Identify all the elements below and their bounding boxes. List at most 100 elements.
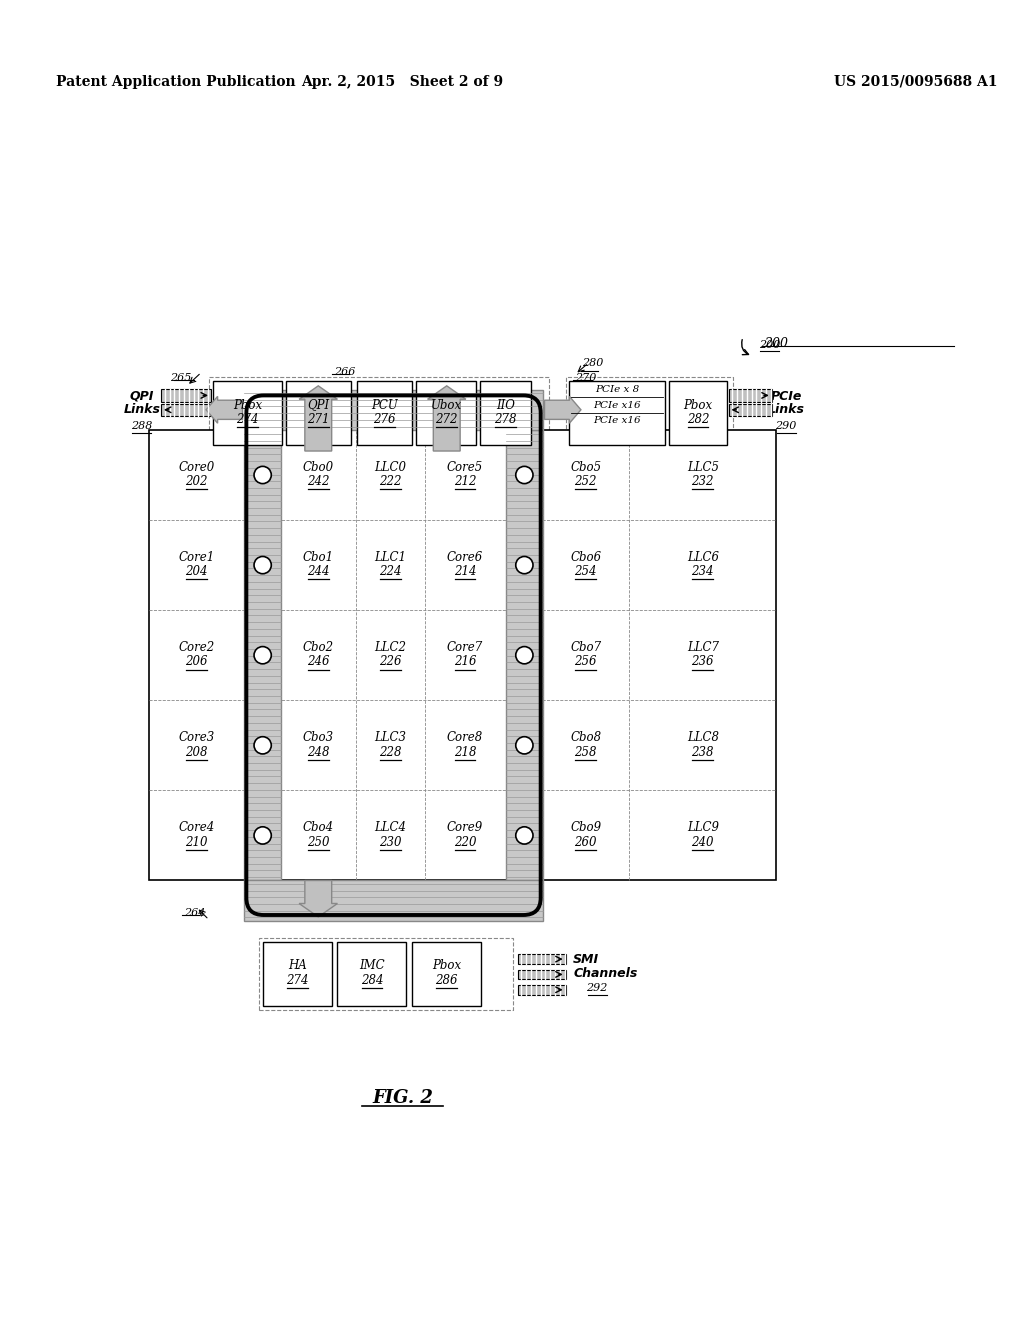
Text: 284: 284	[360, 974, 383, 986]
Bar	[416, 381, 476, 445]
Text: Core1: Core1	[178, 550, 215, 564]
Text: 210: 210	[185, 836, 208, 849]
Bar	[728, 404, 772, 416]
Text: IMC: IMC	[359, 960, 385, 973]
Text: Pbox: Pbox	[432, 960, 461, 973]
Text: Apr. 2, 2015   Sheet 2 of 9: Apr. 2, 2015 Sheet 2 of 9	[301, 75, 504, 88]
Text: Channels: Channels	[573, 968, 638, 979]
Text: 246: 246	[307, 656, 330, 668]
Circle shape	[254, 826, 271, 843]
Circle shape	[516, 826, 534, 843]
Text: 230: 230	[379, 836, 401, 849]
Bar	[213, 381, 282, 445]
Text: 288: 288	[131, 421, 153, 432]
Text: Core5: Core5	[446, 461, 483, 474]
Text: LLC1: LLC1	[374, 550, 407, 564]
Text: HA: HA	[288, 960, 306, 973]
Text: LLC8: LLC8	[687, 731, 719, 744]
Text: QPI: QPI	[307, 399, 330, 412]
Text: Core6: Core6	[446, 550, 483, 564]
Bar	[413, 942, 481, 1006]
Text: 214: 214	[454, 565, 476, 578]
FancyArrow shape	[545, 396, 581, 424]
Text: US 2015/0095688 A1: US 2015/0095688 A1	[834, 75, 997, 88]
Text: 238: 238	[691, 746, 714, 759]
Text: 280: 280	[582, 358, 603, 367]
Text: 226: 226	[379, 656, 401, 668]
Text: PCIe x 8: PCIe x 8	[595, 385, 639, 395]
Text: LLC0: LLC0	[374, 461, 407, 474]
Circle shape	[254, 466, 271, 483]
Text: LLC4: LLC4	[374, 821, 407, 834]
FancyArrow shape	[299, 385, 338, 451]
Text: 220: 220	[454, 836, 476, 849]
Text: Core0: Core0	[178, 461, 215, 474]
Text: 286: 286	[435, 974, 458, 986]
Text: 260: 260	[574, 836, 597, 849]
Text: 266: 266	[334, 367, 355, 378]
Text: 265: 265	[170, 374, 191, 383]
Circle shape	[254, 737, 271, 754]
Bar	[161, 389, 211, 401]
Text: Cbo0: Cbo0	[303, 461, 334, 474]
Text: Pbox: Pbox	[683, 399, 713, 412]
Text: PCIe x16: PCIe x16	[594, 400, 641, 409]
Text: 200: 200	[759, 339, 780, 350]
Bar	[669, 381, 727, 445]
Bar	[518, 970, 565, 979]
Text: LLC7: LLC7	[687, 642, 719, 653]
Text: 208: 208	[185, 746, 208, 759]
Text: 240: 240	[691, 836, 714, 849]
Bar	[245, 389, 543, 430]
Text: 206: 206	[185, 656, 208, 668]
Text: 200: 200	[764, 337, 788, 350]
Text: 228: 228	[379, 746, 401, 759]
FancyArrow shape	[428, 385, 466, 451]
Text: Patent Application Publication: Patent Application Publication	[55, 75, 295, 88]
Text: 216: 216	[454, 656, 476, 668]
Bar	[148, 430, 776, 880]
Text: 222: 222	[379, 475, 401, 488]
Bar	[356, 381, 413, 445]
Text: PCIe x16: PCIe x16	[594, 416, 641, 425]
Bar	[569, 381, 666, 445]
Circle shape	[254, 557, 271, 574]
Text: 244: 244	[307, 565, 330, 578]
Text: 258: 258	[574, 746, 597, 759]
Text: 278: 278	[494, 413, 516, 426]
Text: Core2: Core2	[178, 642, 215, 653]
Bar	[259, 939, 513, 1010]
Text: IIO: IIO	[496, 399, 515, 412]
Text: Core3: Core3	[178, 731, 215, 744]
Text: 274: 274	[286, 974, 308, 986]
Text: Core4: Core4	[178, 821, 215, 834]
Text: 202: 202	[185, 475, 208, 488]
Text: PCIe: PCIe	[770, 389, 802, 403]
Text: 204: 204	[185, 565, 208, 578]
Bar	[338, 942, 407, 1006]
Text: Cbo8: Cbo8	[570, 731, 601, 744]
Text: 250: 250	[307, 836, 330, 849]
Text: Cbo9: Cbo9	[570, 821, 601, 834]
Circle shape	[254, 647, 271, 664]
FancyArrow shape	[299, 880, 338, 917]
Circle shape	[516, 647, 534, 664]
Text: Core7: Core7	[446, 642, 483, 653]
Text: FIG. 2: FIG. 2	[372, 1089, 433, 1107]
Text: SMI: SMI	[573, 953, 599, 966]
Text: LLC9: LLC9	[687, 821, 719, 834]
Bar	[209, 378, 549, 449]
Text: Cbo2: Cbo2	[303, 642, 334, 653]
Text: 218: 218	[454, 746, 476, 759]
Text: 282: 282	[687, 413, 710, 426]
Bar	[161, 404, 211, 416]
Circle shape	[516, 557, 534, 574]
Text: LLC5: LLC5	[687, 461, 719, 474]
Text: Cbo7: Cbo7	[570, 642, 601, 653]
Text: LLC2: LLC2	[374, 642, 407, 653]
Text: 236: 236	[691, 656, 714, 668]
Text: 270: 270	[575, 374, 597, 383]
Text: 271: 271	[307, 413, 330, 426]
Text: 290: 290	[775, 421, 797, 432]
Bar	[728, 389, 772, 401]
